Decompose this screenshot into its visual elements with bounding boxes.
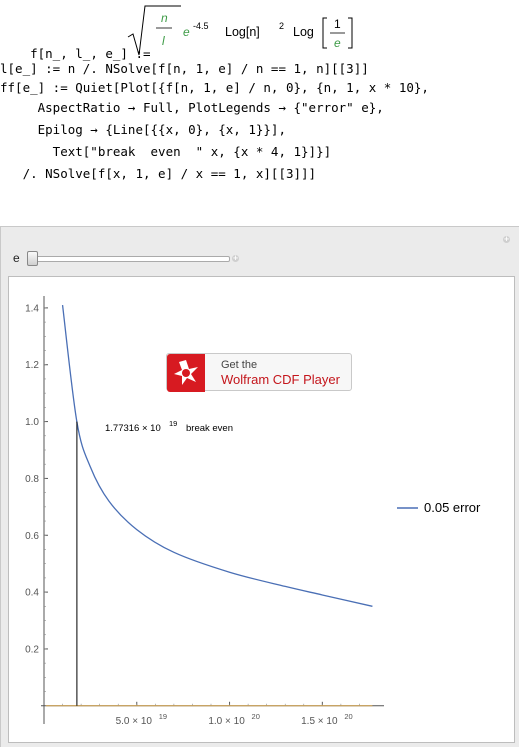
log-n: Log[n]: [225, 25, 260, 39]
slider-label: e: [13, 251, 20, 265]
y-tick-label: 1.2: [25, 360, 39, 371]
y-tick-label: 1.0: [25, 417, 39, 428]
series-line-0: [61, 304, 373, 607]
x-tick-exponent: 20: [252, 712, 260, 721]
annotation-text: break even: [186, 423, 233, 434]
code-line-3[interactable]: ff[e_] := Quiet[Plot[{f[n, 1, e] / n, 0}…: [0, 80, 429, 95]
x-tick-label: 1.5 × 10: [301, 716, 338, 727]
wolfram-spikey-icon: [167, 354, 205, 392]
code-line-6[interactable]: Text["break even " x, {x * 4, 1}]}]: [0, 144, 332, 159]
log-head: Log: [293, 25, 314, 39]
sqrt-denominator: l: [162, 34, 165, 48]
frac-denominator: e: [334, 36, 341, 50]
slider-thumb[interactable]: [27, 251, 38, 266]
x-tick-exponent: 19: [159, 712, 167, 721]
slider-expand-icon[interactable]: +: [232, 254, 239, 262]
annotation-exponent: 19: [169, 419, 177, 428]
y-tick-label: 0.8: [25, 474, 39, 485]
annotation-mantissa: 1.77316 × 10: [105, 423, 161, 434]
y-tick-label: 0.4: [25, 588, 39, 599]
x-tick-label: 5.0 × 10: [116, 716, 153, 727]
code-line-5[interactable]: Epilog → {Line[{{x, 0}, {x, 1}}],: [0, 122, 286, 137]
exp-power: -4.5: [193, 21, 209, 31]
exp-base: e: [183, 25, 190, 39]
sqrt-numerator: n: [161, 11, 168, 25]
y-tick-label: 1.4: [25, 303, 39, 314]
sqrt-sign: [127, 5, 181, 56]
log-n-power: 2: [279, 21, 284, 31]
notebook-code-rest: l[e_] := n /. NSolve[f[n, 1, e] / n == 1…: [0, 0, 519, 181]
cdf-line-1: Get the: [221, 359, 258, 371]
manipulate-options-icon[interactable]: +: [503, 235, 510, 243]
x-tick-label: 1.0 × 10: [208, 716, 245, 727]
x-tick-exponent: 20: [344, 712, 352, 721]
code-line-7[interactable]: /. NSolve[f[x, 1, e] / x == 1, x][[3]]]: [0, 166, 317, 181]
y-tick-label: 0.2: [25, 644, 39, 655]
cdf-player-badge[interactable]: Get the Wolfram CDF Player: [166, 353, 352, 392]
code-line-1-math: n l e -4.5 Log[n] 2 Log 1 e: [127, 5, 353, 56]
y-tick-label: 0.6: [25, 531, 39, 542]
code-line-2[interactable]: l[e_] := n /. NSolve[f[n, 1, e] / n == 1…: [0, 61, 369, 76]
code-line-4[interactable]: AspectRatio → Full, PlotLegends → {"erro…: [0, 100, 384, 115]
frac-numerator: 1: [334, 17, 341, 31]
legend-label: 0.05 error: [424, 500, 481, 515]
cdf-line-2: Wolfram CDF Player: [221, 372, 340, 387]
